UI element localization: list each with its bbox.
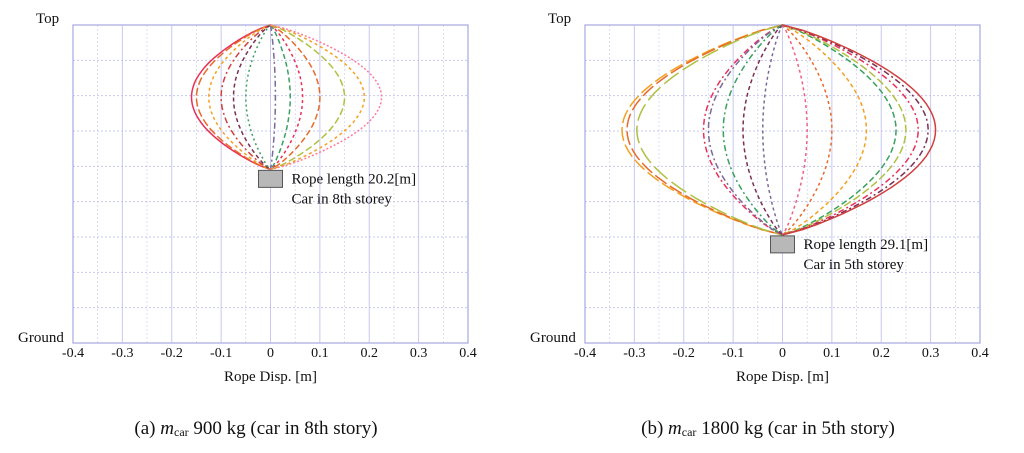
annotation-text: Car in 5th storey — [804, 257, 905, 273]
grid — [584, 24, 981, 344]
caption-a-prefix: (a) — [134, 418, 161, 439]
rope-curve — [190, 24, 271, 171]
x-tick-label: 0.3 — [922, 346, 940, 361]
x-tick-label: -0.3 — [111, 346, 133, 361]
x-tick-label: -0.2 — [673, 346, 695, 361]
rope-curve — [782, 24, 920, 236]
caption-b: (b) mcar 1800 kg (car in 5th story) — [512, 418, 1024, 440]
x-axis-label: Rope Disp. [m] — [736, 369, 829, 385]
rope-curve — [195, 24, 271, 171]
x-tick-label: -0.2 — [161, 346, 183, 361]
rope-curve — [742, 24, 784, 236]
rope-curve — [621, 24, 783, 236]
rope-curve — [722, 24, 783, 236]
rope-curve — [220, 24, 271, 171]
caption-a-text: 900 kg (car in 8th story) — [188, 418, 378, 439]
chart-panel-a: -0.4 -0.3 -0.2 -0.1 0 0.1 0.2 0.3 0.4 Rope Disp. … — [0, 11, 512, 440]
rope-curve — [270, 24, 321, 171]
x-tick-label: -0.3 — [623, 346, 645, 361]
x-tick-label: -0.1 — [722, 346, 744, 361]
rope-curve — [782, 24, 937, 236]
y-ground-label: Ground — [18, 330, 64, 346]
y-top-label: Top — [36, 11, 59, 27]
caption-a-symbol: m — [160, 418, 174, 439]
rope-curve — [270, 24, 366, 171]
rope-curve — [269, 24, 277, 170]
curve-group — [190, 24, 383, 171]
caption-b-symbol: m — [668, 418, 682, 439]
caption-b-prefix: (b) — [641, 418, 669, 439]
rope-curve — [782, 24, 897, 236]
rope-curve — [702, 24, 783, 236]
x-tick-label: 0.1 — [311, 346, 329, 361]
annotation-text: Rope length 29.1[m] — [804, 237, 929, 253]
car-box — [770, 235, 795, 254]
chart-panel-b: -0.4 -0.3 -0.2 -0.1 0 0.1 0.2 0.3 0.4 Rope Disp. … — [512, 0, 1024, 453]
x-tick-label: 0.4 — [459, 346, 477, 361]
x-tick-label: 0.2 — [873, 346, 891, 361]
rope-curve — [782, 24, 833, 236]
caption-b-text: 1800 kg (car in 5th story) — [696, 418, 895, 439]
annotation-text: Car in 8th storey — [292, 191, 393, 207]
rope-curve — [782, 24, 907, 236]
x-tick-label: 0.3 — [410, 346, 428, 361]
rope-curve — [208, 24, 271, 171]
x-tick-label: 0.2 — [361, 346, 379, 361]
rope-curve — [270, 24, 304, 170]
annotation-text: Rope length 20.2[m] — [292, 171, 417, 187]
rope-curve — [270, 24, 383, 171]
x-tick-label: 0 — [779, 346, 786, 361]
rope-curve — [269, 24, 292, 170]
caption-a: (a) mcar 900 kg (car in 8th story) — [0, 418, 512, 440]
rope-curve — [626, 24, 783, 236]
caption-a-subscript: car — [174, 425, 189, 439]
rope-curve — [782, 24, 868, 236]
rope-curve — [781, 24, 808, 236]
x-tick-label: -0.4 — [574, 346, 596, 361]
chart-b: -0.4 -0.3 -0.2 -0.1 0 0.1 0.2 0.3 0.4 Rope Disp. … — [530, 11, 989, 385]
rope-curve — [245, 24, 272, 170]
rope-curve — [782, 24, 929, 236]
curve-group — [621, 24, 937, 236]
x-tick-label: 0.1 — [823, 346, 841, 361]
x-tick-label: 0 — [267, 346, 274, 361]
x-tick-label: -0.4 — [62, 346, 84, 361]
x-tick-label: 0.4 — [971, 346, 989, 361]
x-tick-label: -0.1 — [210, 346, 232, 361]
y-ground-label: Ground — [530, 330, 576, 346]
caption-b-subscript: car — [681, 425, 697, 439]
rope-curve — [636, 24, 783, 236]
rope-curve — [232, 24, 271, 170]
x-axis-label: Rope Disp. [m] — [224, 369, 317, 385]
rope-curve — [762, 24, 784, 236]
y-top-label: Top — [548, 11, 571, 27]
chart-a: -0.4 -0.3 -0.2 -0.1 0 0.1 0.2 0.3 0.4 Rope Disp. … — [18, 11, 477, 385]
car-box — [258, 169, 283, 188]
rope-curve — [707, 24, 783, 236]
